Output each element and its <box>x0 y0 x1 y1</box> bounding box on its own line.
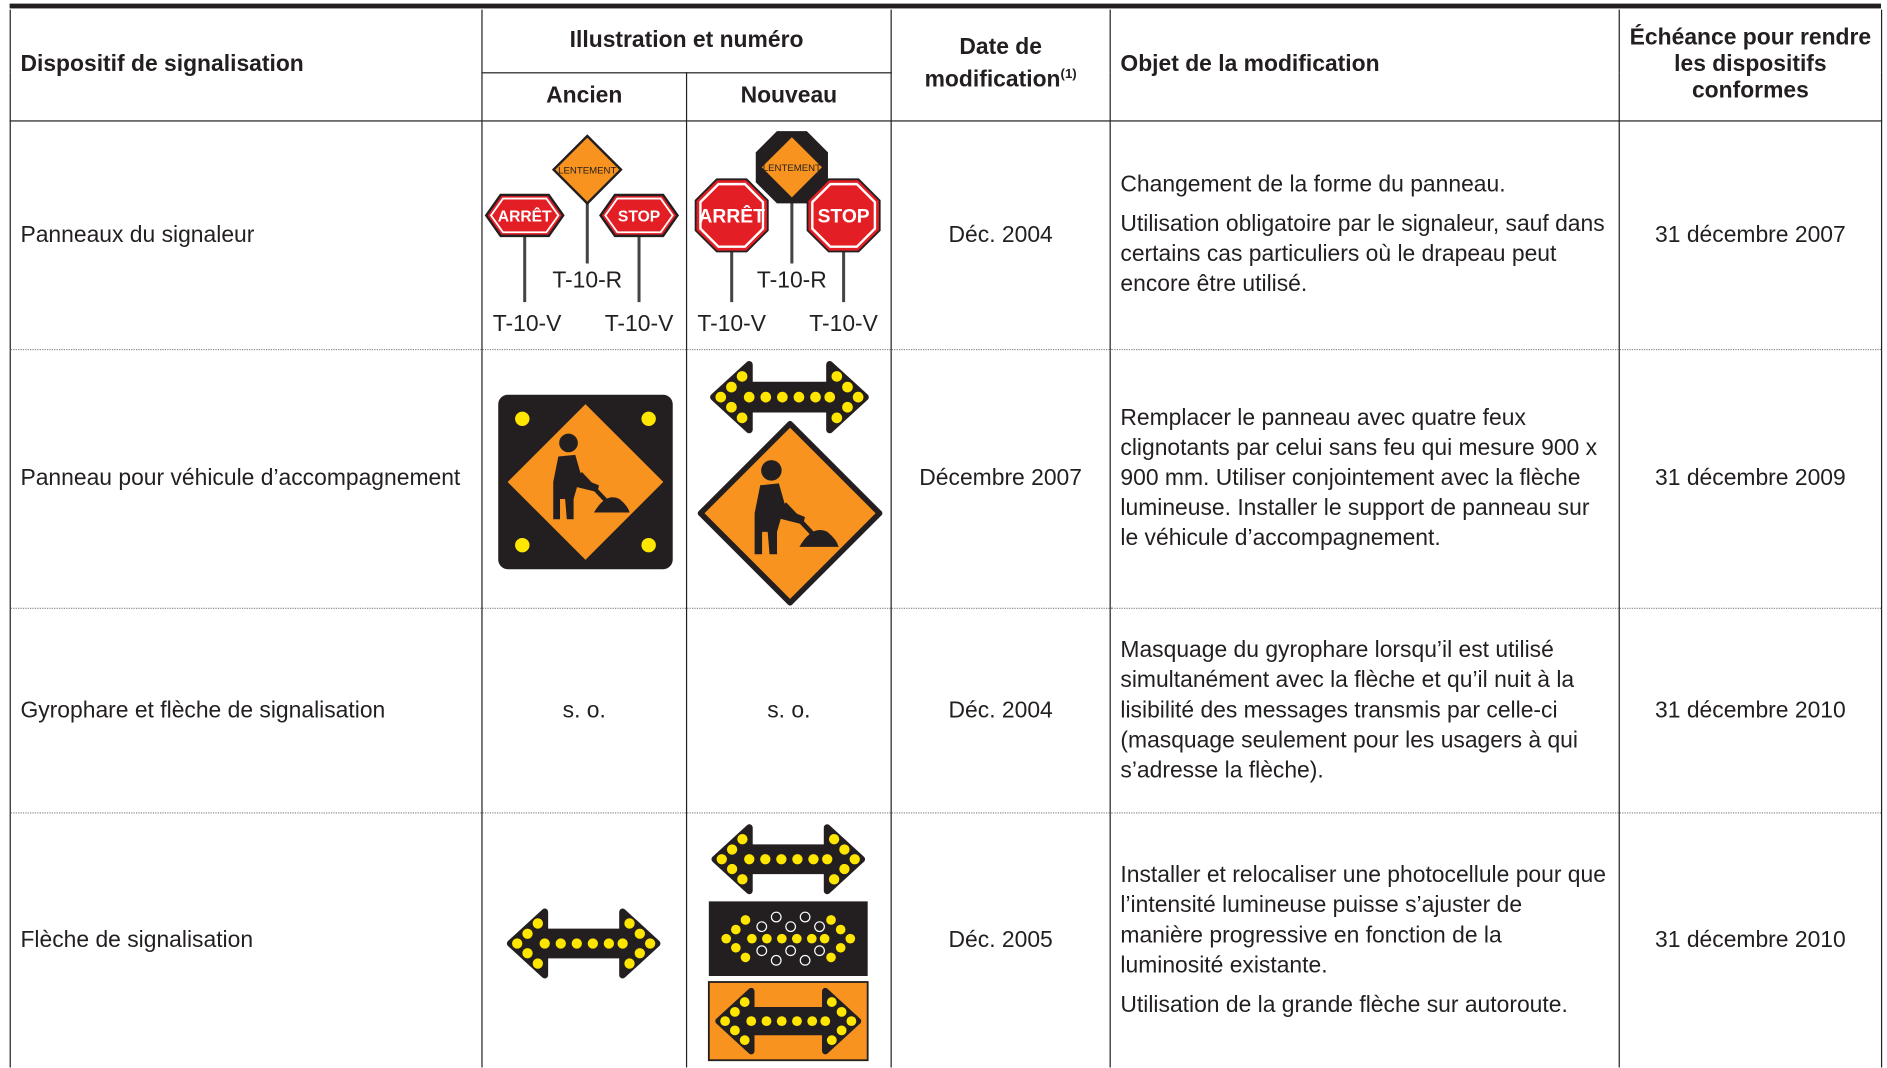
date: Déc. 2004 <box>890 607 1111 813</box>
sign-code: T-10-R <box>552 266 622 292</box>
illustration-old: ARRÊT LENTEMENT STOP T-10-V T-10-R T-10-… <box>481 120 688 350</box>
new: s. o. <box>685 607 892 813</box>
sign-code: T-10-V <box>493 309 562 335</box>
deadline: 31 décembre 2010 <box>1618 812 1883 1068</box>
header-object: Objet de la modification <box>1109 9 1620 121</box>
sign-text: LENTEMENT <box>763 162 821 173</box>
object-paragraph: Utilisation obligatoire par le signaleur… <box>1120 211 1605 298</box>
object-paragraph: Changement de la forme du panneau. <box>1120 172 1506 198</box>
illustration-new <box>685 812 892 1068</box>
flagger-signs-old: ARRÊT LENTEMENT STOP T-10-V T-10-R T-10-… <box>484 133 680 335</box>
sign-code: T-10-R <box>757 266 827 292</box>
sign-text: ARRÊT <box>699 205 766 227</box>
escort-sign-new <box>687 350 892 609</box>
arrow-sign <box>510 911 657 974</box>
device: Panneaux du signaleur <box>9 120 483 350</box>
illustration-old <box>481 348 688 609</box>
illustration-new <box>685 348 892 609</box>
table: Dispositif de signalisation Illustration… <box>9 9 1883 1068</box>
escort-sign-old <box>498 394 673 569</box>
date: Décembre 2007 <box>890 348 1111 609</box>
sign-text: STOP <box>818 206 870 227</box>
arrow-board-old <box>483 813 688 1068</box>
flagger-signs-new: ARRÊT LENTEMENT STOP T-10-V T-10-R T-10-… <box>694 130 881 335</box>
sign-text: STOP <box>618 208 660 225</box>
sign-code: T-10-V <box>809 309 878 335</box>
header-old: Ancien <box>481 72 688 121</box>
object: Remplacer le panneau avec quatre feux cl… <box>1109 348 1620 609</box>
header-date-note: (1) <box>1060 67 1077 83</box>
sign-text: LENTEMENT <box>558 165 616 176</box>
illustration-new: ARRÊT LENTEMENT STOP T-10-V T-10-R T-10-… <box>685 120 892 350</box>
object-paragraph: Utilisation de la grande flèche sur auto… <box>1120 992 1568 1018</box>
deadline: 31 décembre 2010 <box>1618 607 1883 813</box>
object-paragraph: Masquage du gyrophare lorsqu’il est util… <box>1120 637 1578 783</box>
header-new: Nouveau <box>685 72 892 121</box>
worker-sign <box>701 423 880 602</box>
arrow-sign <box>714 364 866 429</box>
object: Changement de la forme du panneau. Utili… <box>1109 120 1620 350</box>
device: Flèche de signalisation <box>9 812 483 1068</box>
old: s. o. <box>481 607 688 813</box>
date: Déc. 2004 <box>890 120 1111 350</box>
arrow-sign <box>715 827 862 890</box>
deadline: 31 décembre 2007 <box>1618 120 1883 350</box>
deadline: 31 décembre 2009 <box>1618 348 1883 609</box>
sign-code: T-10-V <box>697 309 766 335</box>
arrow-board-new <box>707 813 869 1061</box>
sign-code: T-10-V <box>605 309 674 335</box>
header-illustration: Illustration et numéro <box>481 9 892 73</box>
object: Masquage du gyrophare lorsqu’il est util… <box>1109 607 1620 813</box>
device: Gyrophare et flèche de signalisation <box>9 607 483 813</box>
object: Installer et relocaliser une photocellul… <box>1109 812 1620 1068</box>
header-date-text: Date de modification <box>924 35 1061 93</box>
top-rule <box>9 3 1881 9</box>
object-paragraph: Installer et relocaliser une photocellul… <box>1120 862 1606 979</box>
header-deadline: Échéance pour rendre les dispositifs con… <box>1618 9 1883 121</box>
date: Déc. 2005 <box>890 812 1111 1068</box>
device: Panneau pour véhicule d’accompagnement <box>9 348 483 609</box>
header-date: Date de modification(1) <box>890 9 1111 121</box>
object-paragraph: Remplacer le panneau avec quatre feux cl… <box>1120 405 1598 552</box>
header-device: Dispositif de signalisation <box>9 9 483 121</box>
sign-text: ARRÊT <box>498 206 552 225</box>
illustration-old <box>481 812 688 1068</box>
